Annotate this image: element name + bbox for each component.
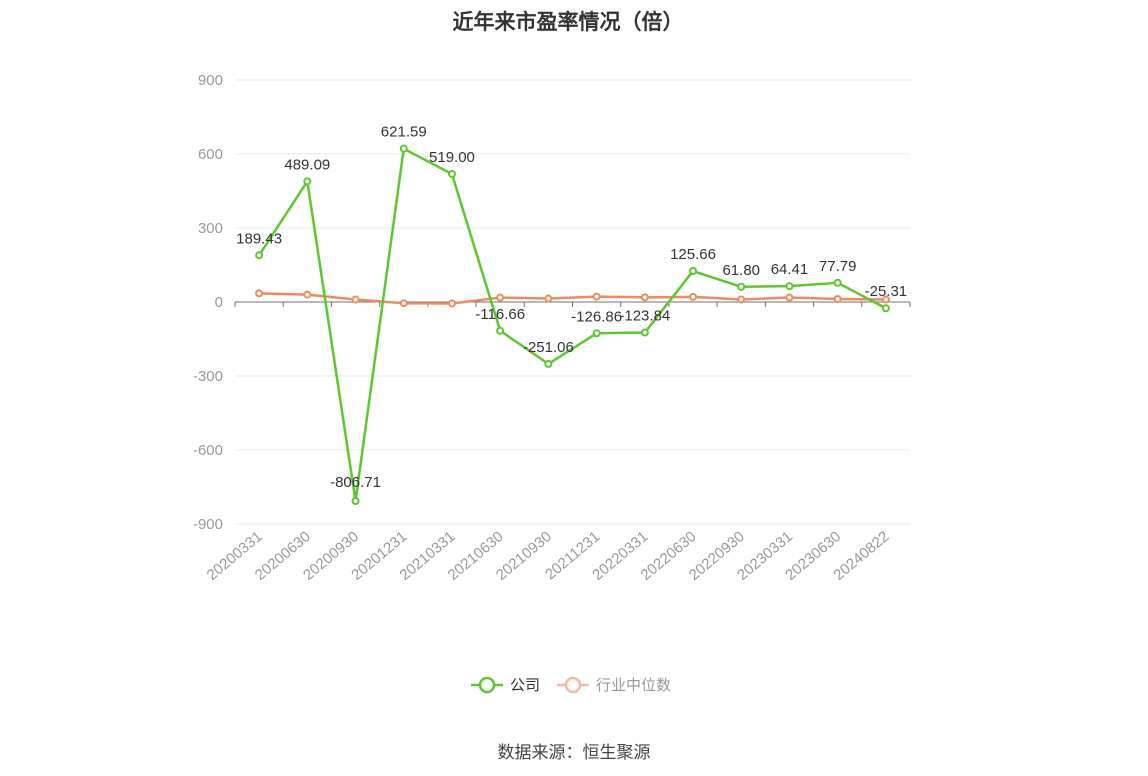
data-label: -123.84 <box>619 308 670 325</box>
y-tick-label: -900 <box>193 516 223 533</box>
data-point <box>737 295 746 304</box>
data-point <box>592 329 601 338</box>
data-label: 489.09 <box>284 156 330 173</box>
series-line-company <box>258 147 887 503</box>
data-point <box>496 326 505 335</box>
data-point <box>303 290 312 299</box>
series-line-industry-median <box>259 292 886 305</box>
data-point <box>592 292 601 301</box>
data-label: 64.41 <box>771 261 809 278</box>
y-tick-label: -300 <box>193 368 223 385</box>
data-label: -126.86 <box>571 308 622 325</box>
data-label: 189.43 <box>236 230 282 247</box>
data-point <box>640 328 649 337</box>
data-source: 数据来源：恒生聚源 <box>497 743 651 762</box>
data-point <box>785 282 794 291</box>
y-tick-label: 900 <box>198 72 223 89</box>
legend-label-company: 公司 <box>510 677 540 694</box>
y-tick-label: 0 <box>215 294 223 311</box>
data-point <box>785 293 794 302</box>
data-label: 519.00 <box>429 149 475 166</box>
data-point <box>640 293 649 302</box>
data-point <box>833 278 842 287</box>
data-point <box>496 293 505 302</box>
data-point <box>447 169 456 178</box>
data-point <box>303 177 312 186</box>
y-tick-label: 300 <box>198 220 223 237</box>
data-point <box>351 295 360 304</box>
data-label: 77.79 <box>819 258 857 275</box>
data-label: -251.06 <box>523 339 574 356</box>
legend-marker-industry-median <box>564 676 582 694</box>
data-point <box>255 289 264 298</box>
data-label: 61.80 <box>722 262 760 279</box>
data-point <box>881 304 890 313</box>
data-point <box>881 295 890 304</box>
data-point <box>544 294 553 303</box>
data-point <box>689 267 698 276</box>
data-point <box>351 496 360 505</box>
data-point <box>689 292 698 301</box>
data-label: 621.59 <box>381 124 427 141</box>
data-point <box>737 282 746 291</box>
y-tick-label: 600 <box>198 146 223 163</box>
data-label: -116.66 <box>475 306 525 323</box>
data-label: 125.66 <box>670 246 716 263</box>
data-point <box>833 295 842 304</box>
data-label: -806.71 <box>330 474 381 491</box>
legend-label-industry-median: 行业中位数 <box>596 677 671 694</box>
data-point <box>255 251 264 260</box>
data-point <box>447 299 456 308</box>
data-point <box>544 359 553 368</box>
chart-title: 近年来市盈率情况（倍） <box>452 11 684 34</box>
data-label: -25.31 <box>865 283 908 300</box>
data-point <box>399 299 408 308</box>
legend-marker-company <box>478 676 496 694</box>
data-point <box>399 144 408 153</box>
y-tick-label: -600 <box>193 442 223 459</box>
